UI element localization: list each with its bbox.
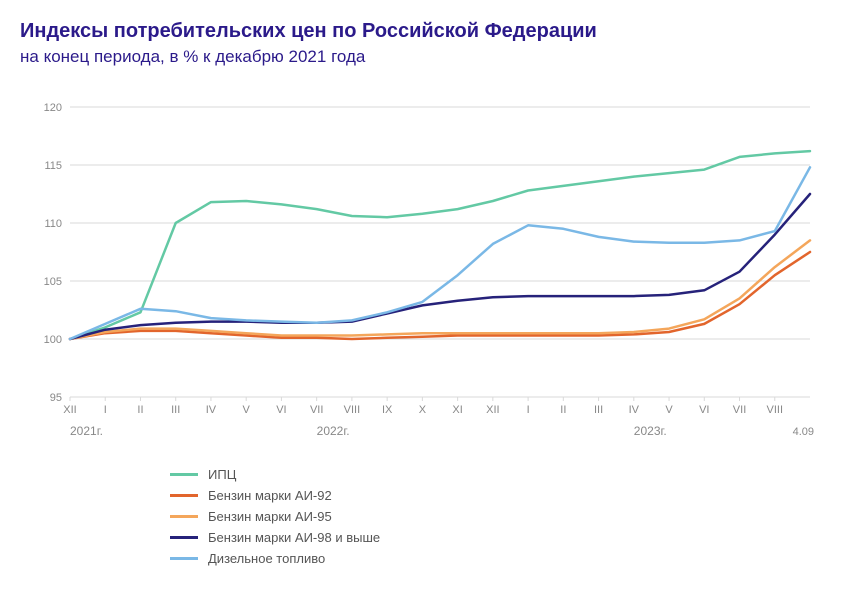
y-tick-label: 105: [44, 276, 62, 288]
x-tick-label: VIII: [344, 404, 361, 416]
legend-swatch: [170, 494, 198, 497]
x-tick-label: V: [243, 404, 251, 416]
title-block: Индексы потребительских цен по Российско…: [20, 20, 833, 67]
legend-swatch: [170, 536, 198, 539]
series-diesel: [70, 167, 810, 339]
legend-label: Бензин марки АИ-98 и выше: [208, 530, 380, 545]
year-label: 2022г.: [317, 424, 350, 438]
x-tick-label: VII: [310, 404, 323, 416]
x-tick-label: IX: [382, 404, 393, 416]
x-tick-label: VII: [733, 404, 746, 416]
x-tick-label: IV: [206, 404, 217, 416]
chart-legend: ИПЦ Бензин марки АИ-92 Бензин марки АИ-95 Б…: [20, 457, 680, 572]
year-label: 2023г.: [634, 424, 667, 438]
y-tick-label: 100: [44, 334, 62, 346]
series-cpi: [70, 151, 810, 339]
legend-label: Бензин марки АИ-95: [208, 509, 332, 524]
x-tick-label: VI: [276, 404, 286, 416]
legend-item-ai92: Бензин марки АИ-92: [170, 488, 450, 503]
x-tick-label: VI: [699, 404, 709, 416]
legend-item-ai95: Бензин марки АИ-95: [170, 509, 450, 524]
x-tick-label: III: [171, 404, 180, 416]
chart-title: Индексы потребительских цен по Российско…: [20, 20, 833, 43]
x-tick-label: II: [137, 404, 143, 416]
x-tick-label: X: [419, 404, 427, 416]
chart-container: 95100105110115120XIIIIIIIIIVVVIVIIVIIIIX…: [20, 97, 830, 572]
x-tick-label: IV: [629, 404, 640, 416]
legend-label: ИПЦ: [208, 467, 236, 482]
y-tick-label: 120: [44, 102, 62, 114]
legend-item-ai98: Бензин марки АИ-98 и выше: [170, 530, 450, 545]
year-label: 2021г.: [70, 424, 103, 438]
legend-label: Бензин марки АИ-92: [208, 488, 332, 503]
x-tick-label: V: [665, 404, 673, 416]
legend-swatch: [170, 473, 198, 476]
x-tick-label: I: [104, 404, 107, 416]
legend-swatch: [170, 515, 198, 518]
y-tick-label: 110: [44, 218, 62, 230]
y-tick-label: 95: [50, 392, 62, 404]
series-ai92: [70, 252, 810, 339]
line-chart: 95100105110115120XIIIIIIIIIVVVIVIIVIIIIX…: [20, 97, 830, 457]
legend-label: Дизельное топливо: [208, 551, 325, 566]
x-tick-label: VIII: [767, 404, 784, 416]
x-tick-label: XII: [63, 404, 76, 416]
x-tick-label: XI: [452, 404, 462, 416]
x-tick-label: I: [527, 404, 530, 416]
legend-swatch: [170, 557, 198, 560]
legend-item-diesel: Дизельное топливо: [170, 551, 450, 566]
x-tick-label: II: [560, 404, 566, 416]
series-ai98: [70, 194, 810, 339]
x-tick-label: III: [594, 404, 603, 416]
chart-subtitle: на конец периода, в % к декабрю 2021 год…: [20, 47, 833, 67]
trailing-date-note: 4.09: [793, 426, 814, 438]
x-tick-label: XII: [486, 404, 499, 416]
legend-item-cpi: ИПЦ: [170, 467, 450, 482]
y-tick-label: 115: [44, 160, 62, 172]
